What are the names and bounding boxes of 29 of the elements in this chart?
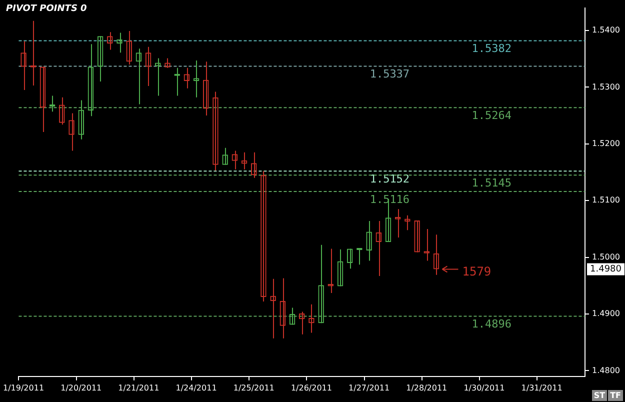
x-tick-label: 1/20/2011 [60,383,102,392]
x-tick-label: 1/30/2011 [464,383,505,392]
x-tick-label: 1/19/2011 [3,383,44,392]
y-tick-label: 1.5100 [592,196,620,205]
x-tick-label: 1/21/2011 [118,383,160,392]
ref-line-label: 1.5382 [472,42,512,56]
text: TF [608,390,623,401]
x-tick-label: 1/25/2011 [233,383,274,392]
ref-line-label: 1.5116 [370,192,410,206]
x-tick-label: 1/28/2011 [406,383,448,392]
ref-line-label: 1.5145 [472,176,512,190]
y-tick-label: 1.4900 [592,309,620,318]
ref-line-label: 1.4896 [472,318,512,331]
x-tick-label: 1/31/2011 [521,383,562,392]
candlestick [49,95,56,112]
x-tick-label: 1/24/2011 [176,383,217,392]
x-tick-label: 1/27/2011 [348,383,390,392]
x-tick-label: 1/26/2011 [290,383,332,392]
annotation: 1579 [462,264,492,278]
y-tick-label: 1.5300 [592,82,620,92]
chart-title: PIVOT POINTS 0 [6,4,87,14]
ref-line-label: 1.5337 [370,68,410,81]
y-tick-label: 1.5000 [592,252,620,262]
ref-line-label: 1.5264 [472,108,512,122]
text: 1.4980 [590,264,622,275]
text: ST [592,390,608,401]
y-tick-label: 1.5200 [592,138,620,148]
y-tick-label: 1.4800 [592,366,620,375]
y-tick-label: 1.5400 [592,26,620,35]
